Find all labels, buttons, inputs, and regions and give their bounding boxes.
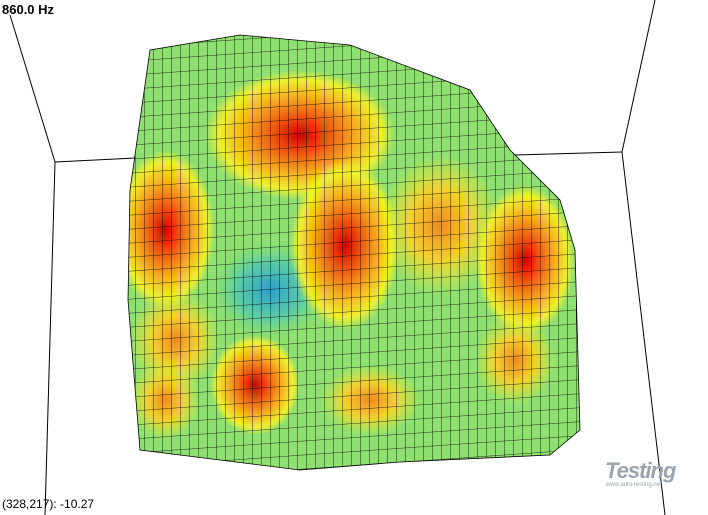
surface <box>128 35 580 470</box>
cursor-readout: (328,217): -10.27 <box>2 497 95 511</box>
frame <box>9 0 666 515</box>
watermark-logo: Testing <box>605 458 676 483</box>
watermark-site: www.auto-testing.net <box>606 482 662 488</box>
frequency-label: 860.0 Hz <box>2 2 55 17</box>
